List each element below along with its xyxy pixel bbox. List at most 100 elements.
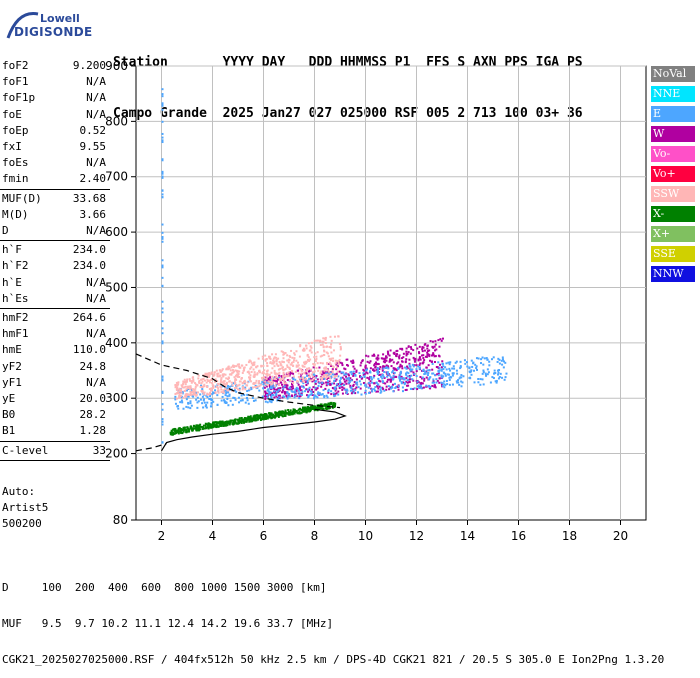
echo-point [335,378,338,381]
echo-point [161,136,164,139]
echo-point [279,367,282,370]
echo-point [317,384,320,387]
echo-point [202,399,205,402]
echo-point [217,421,220,424]
param-row: foEp 0.52 [2,123,106,139]
echo-point [332,365,335,368]
echo-point [262,378,265,381]
echo-point [298,392,301,395]
echo-point [341,386,344,389]
echo-point [215,424,218,427]
echo-point [466,361,469,364]
echo-point [393,371,396,374]
param-row: B0 28.2 [2,407,106,423]
echo-point [218,422,221,425]
echo-point [227,404,230,407]
echo-point [222,424,225,427]
echo-point [241,371,244,374]
echo-point [332,360,335,363]
echo-point [433,384,436,387]
param-separator [0,459,110,461]
footer-muf-row: MUF 9.5 9.7 10.2 11.1 12.4 14.2 19.6 33.… [2,617,334,630]
echo-point [499,372,502,375]
echo-point [253,376,256,379]
echo-point [288,372,291,375]
echo-point [278,361,281,364]
echo-point [262,364,265,367]
echo-point [320,403,323,406]
echo-point [326,373,329,376]
echo-point [238,419,241,422]
echo-point [319,376,322,379]
echo-point [337,360,340,363]
echo-point [419,375,422,378]
echo-point [289,355,292,358]
echo-point [261,416,264,419]
echo-point [204,405,207,408]
echo-point [365,371,368,374]
echo-point [241,388,244,391]
echo-point [197,400,200,403]
echo-point [199,398,202,401]
echo-point [303,407,306,410]
echo-point [246,399,249,402]
param-row: hmF2 264.6 [2,310,106,326]
echo-point [180,396,183,399]
echo-point [266,415,269,418]
echo-point [161,108,164,111]
echo-point [322,353,325,356]
param-row: h`Es N/A [2,291,106,307]
echo-point [295,386,298,389]
echo-point [247,415,250,418]
echo-point [382,388,385,391]
echo-point [312,362,315,365]
echo-point [270,401,273,404]
echo-point [477,381,480,384]
echo-point [191,391,194,394]
echo-point [442,368,445,371]
echo-point [205,381,208,384]
echo-point [460,385,463,388]
echo-point [405,350,408,353]
param-label: hmE [2,343,22,357]
echo-point [382,353,385,356]
echo-point [437,374,440,377]
echo-point [263,369,266,372]
echo-point [415,375,418,378]
echo-point [432,346,435,349]
param-row: foE N/A [2,107,106,123]
param-label: hmF1 [2,327,29,341]
echo-point [246,393,249,396]
echo-point [302,379,305,382]
echo-point [223,401,226,404]
echo-point [441,382,444,385]
echo-point [376,358,379,361]
echo-point [391,371,394,374]
echo-point [389,386,392,389]
echo-point [299,379,302,382]
echo-point [405,373,408,376]
echo-point [279,362,282,365]
echo-point [341,376,344,379]
echo-point [334,388,337,391]
echo-point [213,391,216,394]
echo-point [286,366,289,369]
echo-point [436,373,439,376]
echo-point [299,395,302,398]
echo-point [302,349,305,352]
echo-point [421,369,424,372]
param-label: yE [2,392,16,405]
echo-point [258,380,261,383]
echo-point [241,399,244,402]
echo-point [289,379,292,382]
echo-point [443,380,446,383]
echo-point [277,413,280,416]
echo-point [282,351,285,354]
echo-point [404,366,407,369]
echo-point [228,367,231,370]
echo-point [472,369,475,372]
echo-point [248,376,251,379]
echo-point [335,366,338,369]
echo-point [408,365,411,368]
echo-point [468,376,471,379]
